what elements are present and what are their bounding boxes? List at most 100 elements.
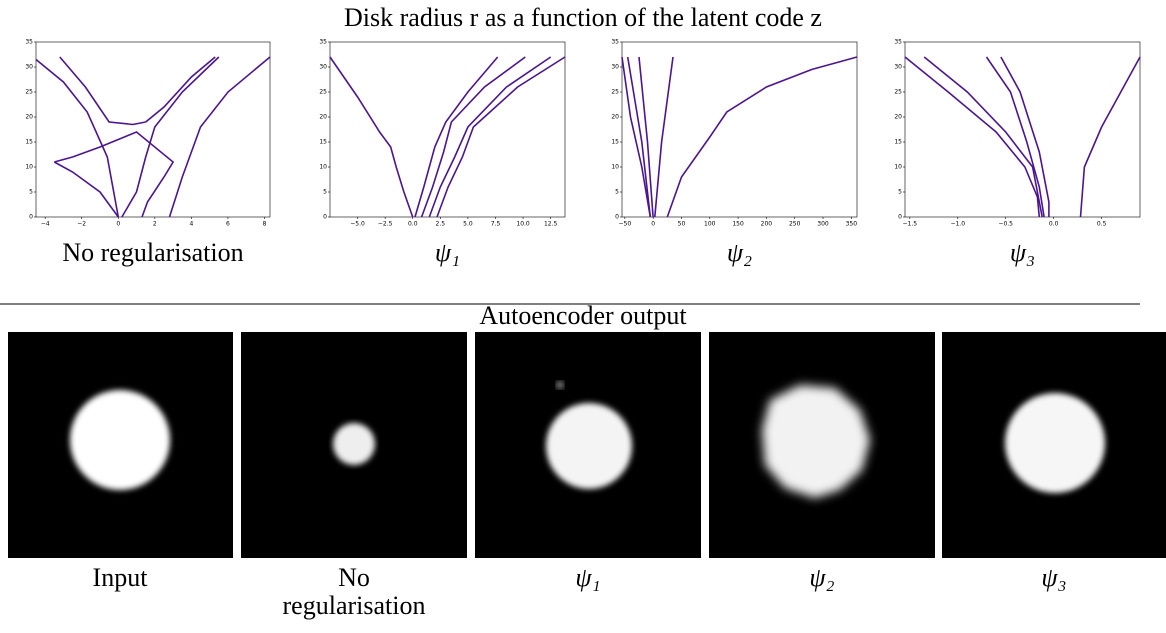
x-tick-label: −2.5 [378,221,393,228]
plot-frame [621,41,858,218]
disk [762,385,870,498]
x-tick-label: 0.5 [1097,221,1107,228]
y-tick-label: 20 [894,114,902,121]
chart-caption: No regularisation [62,238,243,267]
x-tick-label: 7.5 [491,221,501,228]
disk [1005,393,1105,493]
curve [904,56,1041,218]
curve [59,56,146,126]
x-tick-label: 250 [789,221,801,228]
y-tick-label: 35 [894,39,902,46]
y-tick-label: 25 [25,89,33,96]
curve [428,56,552,218]
y-tick-label: 20 [25,114,33,121]
curve [626,56,652,218]
image-caption: No [338,563,370,592]
y-tick-label: 5 [615,189,619,196]
chart-caption: ψ₃ [1010,238,1035,267]
curve [121,56,220,218]
x-tick-label: −0.5 [998,221,1013,228]
x-tick-label: 6 [226,221,230,228]
y-tick-label: 15 [611,139,619,146]
curve [420,56,526,218]
x-tick-label: 2.5 [436,221,446,228]
y-tick-label: 30 [611,64,619,71]
y-tick-label: 30 [894,64,902,71]
x-tick-label: −50 [618,221,631,228]
curve [414,56,499,218]
curve [1079,56,1141,218]
plot-frame [329,41,566,218]
y-tick-label: 10 [319,164,327,171]
curve [329,56,414,218]
x-tick-label: −4 [41,221,50,228]
y-tick-label: 5 [898,189,902,196]
disk [546,403,632,489]
x-tick-label: 12.5 [544,221,558,228]
y-tick-label: 30 [25,64,33,71]
y-tick-label: 20 [319,114,327,121]
y-tick-label: 0 [615,214,619,221]
curve [923,56,1043,218]
image-panels [8,332,1166,558]
curve [666,56,858,218]
x-tick-label: 100 [704,221,716,228]
y-tick-label: 0 [323,214,327,221]
y-tick-label: 5 [29,189,33,196]
chart-caption: ψ₂ [727,238,752,267]
x-tick-label: 4 [189,221,193,228]
curve [621,56,652,218]
figure-title: Disk radius r as a function of the laten… [344,3,822,32]
plot-frame [35,41,271,218]
x-tick-label: −2 [77,221,86,228]
image-caption: ψ₁ [575,563,600,592]
x-tick-label: −5.0 [350,221,365,228]
y-tick-label: 15 [25,139,33,146]
y-tick-label: 0 [898,214,902,221]
x-tick-label: 8 [263,221,267,228]
curve [654,56,674,218]
curve [35,58,120,218]
image-caption: regularisation [283,591,426,620]
x-tick-label: −1.5 [903,221,918,228]
disk [70,390,170,490]
section-title: Autoencoder output [479,301,687,330]
y-tick-label: 25 [894,89,902,96]
y-tick-label: 35 [25,39,33,46]
x-tick-label: 0.0 [1049,221,1059,228]
curve [985,56,1045,218]
x-tick-label: −1.0 [950,221,965,228]
curve [168,56,271,218]
curve [53,161,119,218]
x-tick-label: 50 [678,221,686,228]
artifact [556,381,564,389]
y-tick-label: 0 [29,214,33,221]
curve [436,56,566,218]
y-tick-label: 20 [611,114,619,121]
x-tick-label: 300 [817,221,829,228]
curve [54,131,175,218]
y-tick-label: 35 [611,39,619,46]
x-tick-label: 5.0 [463,221,473,228]
image-caption: ψ₃ [1041,563,1066,592]
x-tick-label: 0.0 [408,221,418,228]
y-tick-label: 10 [894,164,902,171]
x-tick-label: 0 [651,221,655,228]
curve [145,56,216,123]
y-tick-label: 15 [894,139,902,146]
x-tick-label: 200 [761,221,773,228]
x-tick-label: 0 [116,221,120,228]
y-tick-label: 10 [25,164,33,171]
disk [333,423,375,465]
plot-frame [904,41,1141,218]
x-tick-label: 10.0 [516,221,530,228]
x-tick-label: 2 [153,221,157,228]
y-tick-label: 15 [319,139,327,146]
curve [638,56,654,218]
y-tick-label: 35 [319,39,327,46]
y-tick-label: 25 [319,89,327,96]
y-tick-label: 25 [611,89,619,96]
y-tick-label: 30 [319,64,327,71]
chart-caption: ψ₁ [435,238,460,267]
